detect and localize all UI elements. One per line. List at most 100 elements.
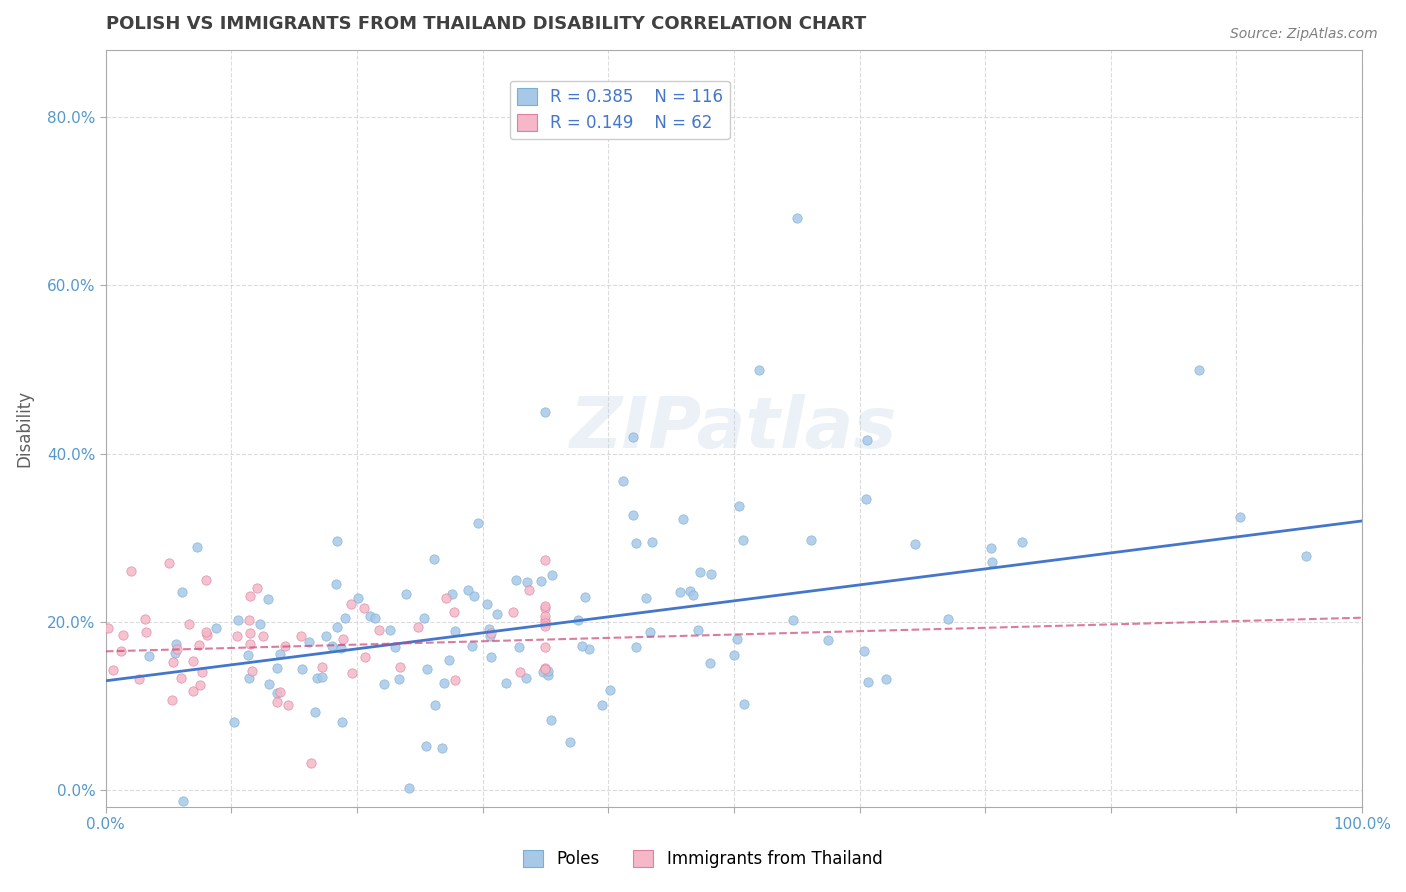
Point (181, 654, 204, 668)
Point (599, 683, 621, 698)
Point (311, 670, 333, 684)
Point (325, 577, 347, 591)
Point (194, 624, 217, 639)
Point (534, 404, 557, 418)
Point (437, 653, 460, 667)
Point (228, 613, 250, 627)
Point (195, 628, 218, 642)
Point (364, 611, 387, 625)
Point (689, 565, 711, 579)
Point (172, 794, 194, 808)
Point (502, 605, 524, 619)
Point (256, 592, 278, 607)
Point (800, 533, 823, 547)
Point (478, 622, 501, 636)
Point (239, 589, 262, 603)
Point (856, 433, 879, 447)
Point (686, 624, 709, 638)
Point (186, 540, 208, 554)
Point (195, 573, 218, 587)
Point (505, 573, 527, 587)
Point (1188, 362, 1211, 376)
Point (853, 644, 876, 658)
Point (416, 662, 439, 676)
Point (479, 629, 502, 643)
Point (517, 582, 540, 597)
Point (904, 537, 927, 551)
Point (170, 671, 193, 685)
Point (638, 625, 661, 640)
Point (558, 735, 581, 749)
Point (249, 616, 271, 631)
Point (110, 644, 132, 658)
Point (269, 685, 291, 699)
Point (700, 567, 723, 582)
Point (378, 623, 401, 637)
Point (330, 715, 353, 730)
Point (817, 632, 839, 647)
Point (1295, 549, 1317, 564)
Point (269, 648, 291, 662)
Point (534, 601, 557, 615)
Point (571, 640, 593, 654)
Point (534, 613, 557, 627)
Point (672, 512, 695, 526)
Point (179, 616, 201, 631)
Text: POLISH VS IMMIGRANTS FROM THAILAND DISABILITY CORRELATION CHART: POLISH VS IMMIGRANTS FROM THAILAND DISAB… (105, 15, 866, 33)
Point (534, 608, 557, 623)
Point (388, 672, 411, 686)
Point (315, 629, 337, 643)
Point (188, 677, 211, 691)
Point (938, 611, 960, 625)
Point (479, 650, 502, 665)
Point (699, 657, 721, 671)
Point (574, 590, 596, 604)
Point (679, 584, 702, 599)
Point (508, 640, 530, 655)
Point (434, 591, 457, 605)
Text: ZIPatlas: ZIPatlas (571, 394, 897, 463)
Point (266, 695, 288, 709)
Point (291, 662, 314, 676)
Point (353, 649, 375, 664)
Point (346, 591, 368, 605)
Point (120, 565, 142, 579)
Point (326, 620, 349, 634)
Point (304, 705, 326, 719)
Point (335, 611, 357, 625)
Point (425, 698, 447, 713)
Point (398, 780, 420, 795)
Point (856, 675, 879, 690)
Legend: Poles, Immigrants from Thailand: Poles, Immigrants from Thailand (517, 843, 889, 875)
Point (181, 684, 204, 698)
Point (321, 639, 343, 653)
Point (128, 672, 150, 686)
Point (537, 664, 560, 678)
Point (266, 661, 288, 675)
Point (395, 587, 418, 601)
Point (1229, 509, 1251, 524)
Point (97, 621, 120, 635)
Point (509, 665, 531, 680)
Point (457, 583, 479, 598)
Point (634, 591, 657, 606)
Point (170, 585, 193, 599)
Point (190, 665, 212, 680)
Point (162, 655, 184, 669)
Point (537, 667, 560, 681)
Point (305, 671, 328, 685)
Point (782, 613, 804, 627)
Point (311, 660, 333, 674)
Point (103, 664, 125, 678)
Point (444, 673, 467, 687)
Point (238, 672, 260, 686)
Point (626, 640, 648, 655)
Point (981, 555, 1004, 569)
Point (463, 590, 485, 604)
Point (238, 613, 260, 627)
Point (534, 619, 557, 633)
Point (245, 581, 267, 595)
Point (612, 475, 634, 489)
Point (725, 632, 748, 646)
Point (733, 698, 755, 712)
